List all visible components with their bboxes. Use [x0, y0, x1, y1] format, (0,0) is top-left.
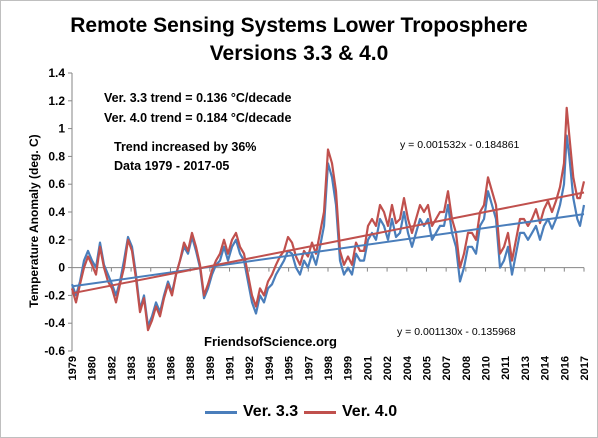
x-tick-label: 1999 — [343, 356, 355, 380]
legend-swatch-v33 — [205, 410, 237, 414]
x-tick-label: 1983 — [126, 356, 138, 380]
y-tick-label: 0.2 — [48, 233, 65, 247]
x-tick-label: 1985 — [146, 356, 158, 380]
x-tick-label: 1992 — [244, 356, 256, 380]
x-tick-label: 2004 — [402, 355, 414, 380]
chart-title-line2: Versions 3.3 & 4.0 — [209, 42, 389, 65]
y-tick-label: 1.2 — [48, 94, 65, 108]
y-tick-label: 0.4 — [48, 205, 65, 219]
annotation-source: FriendsofScience.org — [204, 334, 337, 349]
x-tick-label: 2005 — [421, 356, 433, 380]
y-tick-label: -0.2 — [44, 288, 65, 302]
x-tick-label: 1989 — [205, 356, 217, 380]
x-tick-label: 2007 — [441, 356, 453, 380]
annotation-eq-v33: y = 0.001130x - 0.135968 — [397, 326, 516, 338]
x-tick-label: 1980 — [87, 356, 99, 380]
x-tick-label: 2013 — [520, 356, 532, 380]
x-tick-label: 2008 — [461, 356, 473, 380]
legend-item-v40: Ver. 4.0 — [304, 403, 397, 421]
legend-swatch-v40 — [304, 410, 336, 414]
x-tick-label: 1997 — [303, 356, 315, 380]
y-tick-label: -0.6 — [44, 344, 65, 358]
y-tick-label: 1.4 — [48, 66, 65, 80]
x-tick-label: 1979 — [67, 356, 79, 380]
legend-label-v40: Ver. 4.0 — [342, 403, 398, 420]
chart-title-line1: Remote Sensing Systems Lower Troposphere — [70, 14, 528, 37]
x-tick-label: 2011 — [500, 356, 512, 380]
legend-label-v33: Ver. 3.3 — [243, 403, 299, 420]
series-line-v40 — [70, 106, 586, 332]
trend-line-v33 — [71, 213, 585, 288]
y-tick-label: 0.8 — [48, 149, 65, 163]
x-tick-label: 1994 — [264, 355, 276, 380]
annotation-eq-v40: y = 0.001532x - 0.184861 — [400, 139, 520, 151]
annotation-trend-increase: Trend increased by 36% — [114, 140, 257, 154]
annotation-trend-v40: Ver. 4.0 trend = 0.184 °C/decade — [104, 111, 292, 125]
x-tick-label: 1982 — [106, 356, 118, 380]
x-tick-label: 1995 — [284, 356, 296, 380]
y-tick-label: 0 — [58, 261, 65, 275]
trend-line-v40 — [71, 191, 585, 295]
x-tick-label: 1988 — [185, 356, 197, 380]
annotation-data-range: Data 1979 - 2017-05 — [114, 159, 230, 173]
annotation-trend-v33: Ver. 3.3 trend = 0.136 °C/decade — [104, 91, 292, 105]
x-tick-label: 1991 — [225, 356, 237, 380]
x-tick-label: 1998 — [323, 356, 335, 380]
x-tick-label: 2017 — [579, 356, 591, 380]
y-tick-label: 0.6 — [48, 177, 65, 191]
x-tick-label: 2010 — [481, 356, 493, 380]
x-tick-label: 2001 — [362, 356, 374, 380]
y-tick-label: -0.4 — [44, 316, 65, 330]
x-tick-label: 2002 — [382, 356, 394, 380]
y-tick-label: 1 — [58, 122, 65, 136]
x-tick-label: 2014 — [540, 355, 552, 380]
series-line-v33 — [70, 134, 586, 328]
x-tick-label: 2016 — [559, 356, 571, 380]
x-tick-label: 1986 — [165, 356, 177, 380]
legend-item-v33: Ver. 3.3 — [205, 403, 298, 421]
